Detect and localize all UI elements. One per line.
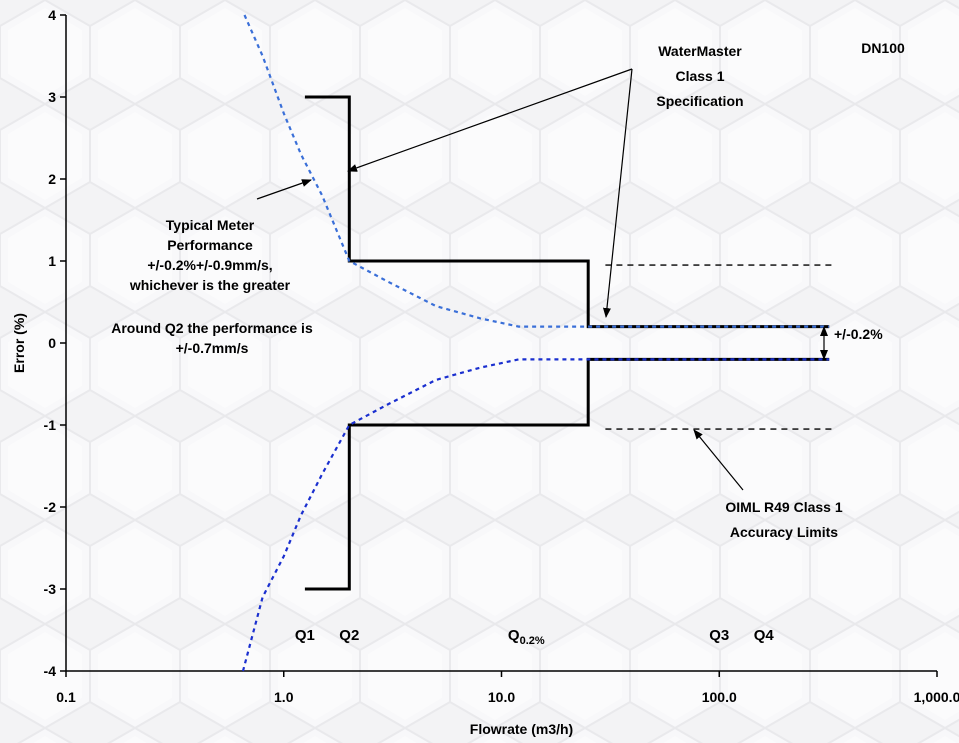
x-tick-label: 10.0	[488, 689, 515, 705]
flow-label-3: Q3	[709, 627, 729, 644]
y-tick-label: -2	[44, 499, 57, 515]
flow-label-1: Q2	[339, 627, 359, 644]
around-q2-label-line-1: +/-0.7mm/s	[176, 340, 249, 356]
oiml-label-line-0: OIML R49 Class 1	[725, 499, 842, 515]
oiml-label-line-1: Accuracy Limits	[730, 524, 838, 540]
y-axis-title: Error (%)	[11, 313, 27, 373]
series-line-2	[243, 14, 830, 328]
y-tick-label: 2	[48, 171, 56, 187]
typical-label-line-2: +/-0.2%+/-0.9mm/s,	[147, 257, 272, 273]
arrow-oiml	[693, 429, 744, 491]
typical-label-line-3: whichever is the greater	[129, 277, 291, 293]
arrow-watermaster-lower	[602, 68, 633, 318]
arrow-watermaster-upper	[347, 68, 633, 172]
flow-label-0: Q1	[295, 627, 315, 644]
around-q2-label-line-0: Around Q2 the performance is	[111, 320, 313, 336]
watermaster-label-line-1: Class 1	[675, 68, 724, 84]
corner-label: DN100	[861, 40, 905, 56]
y-tick-label: 0	[48, 335, 56, 351]
axes: 4 3 2 1 0 -1 -2 -3 -4 0.1 1.0 10.0 100.0 1,000.0 Flowr…	[11, 7, 959, 737]
flow-label-subscript: 0.2%	[520, 635, 545, 647]
x-tick-label: 1.0	[274, 689, 294, 705]
band-label: +/-0.2%	[834, 326, 883, 342]
arrow-typical	[256, 179, 312, 200]
y-tick-label: -3	[44, 581, 57, 597]
flow-label-4: Q4	[754, 627, 775, 644]
x-axis-title: Flowrate (m3/h)	[470, 721, 573, 737]
y-tick-label: 3	[48, 89, 56, 105]
x-tick-label: 100.0	[702, 689, 737, 705]
series-line-3	[241, 358, 830, 672]
x-tick-label: 1,000.0	[914, 689, 959, 705]
y-tick-label: -1	[44, 417, 57, 433]
typical-label-line-0: Typical Meter	[166, 217, 255, 233]
annotation-layer: DN100 WaterMaster Class 1 Specification Typi…	[111, 40, 905, 647]
y-tick-label: 4	[48, 7, 56, 23]
x-tick-label: 0.1	[56, 689, 76, 705]
y-tick-label: 1	[48, 253, 56, 269]
y-tick-label: -4	[44, 663, 57, 679]
typical-label-line-1: Performance	[167, 237, 253, 253]
watermaster-label-line-0: WaterMaster	[658, 43, 742, 59]
series-layer	[241, 14, 833, 672]
watermaster-label-line-2: Specification	[656, 93, 743, 109]
